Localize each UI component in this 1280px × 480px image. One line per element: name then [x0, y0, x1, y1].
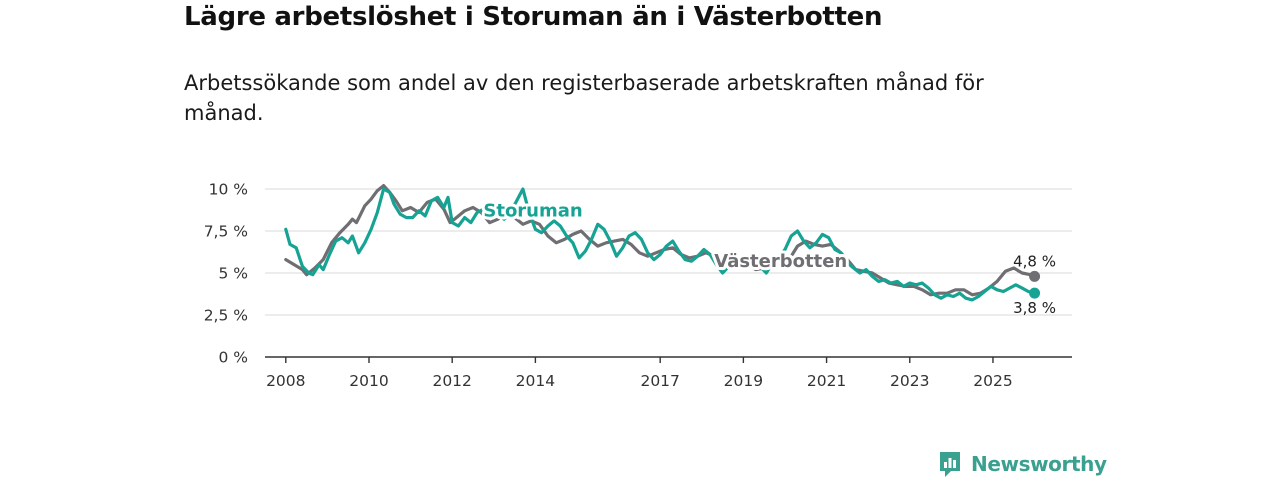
series-label-vasterbotten: Västerbotten	[714, 251, 847, 272]
x-axis: 2008 2010 2012 2014 2017 2019 2021 2023 2025	[265, 356, 1072, 390]
chart-title: Lägre arbetslöshet i Storuman än i Väste…	[184, 2, 883, 32]
y-tick-label: 10 %	[209, 181, 248, 199]
y-tick-label: 5 %	[218, 265, 248, 283]
x-tick-label: 2021	[807, 372, 846, 390]
y-tick-label: 7,5 %	[204, 223, 248, 241]
x-tick-label: 2019	[724, 372, 763, 390]
series-line-storuman	[284, 187, 1037, 302]
x-tick-label: 2014	[516, 372, 555, 390]
line-chart: 0 % 2,5 % 5 % 7,5 % 10 % 2008 2010 2012 2014 201…	[204, 181, 1072, 390]
x-tick-label: 2025	[973, 372, 1012, 390]
brand-name: Newsworthy	[971, 452, 1107, 476]
chart-subtitle: Arbetssökande som andel av den registerb…	[184, 71, 984, 125]
x-tick-label: 2023	[890, 372, 929, 390]
end-label-vasterbotten: 4,8 %	[1013, 252, 1056, 270]
x-tick-label: 2008	[266, 372, 305, 390]
x-tick-label: 2017	[640, 372, 679, 390]
series-lines	[284, 184, 1041, 302]
end-point-vasterbotten	[1029, 270, 1041, 282]
newsworthy-brand[interactable]: Newsworthy	[938, 448, 1107, 480]
newsworthy-logo-icon	[940, 452, 960, 477]
y-tick-label: 2,5 %	[204, 307, 248, 325]
series-label-storuman: Storuman	[483, 201, 582, 222]
series-labels: Storuman Västerbotten 4,8 % 3,8 %	[480, 198, 1056, 317]
y-tick-label: 0 %	[218, 349, 248, 367]
x-tick-label: 2012	[432, 372, 471, 390]
y-axis: 0 % 2,5 % 5 % 7,5 % 10 %	[204, 181, 248, 367]
end-point-storuman	[1029, 287, 1041, 299]
x-tick-label: 2010	[349, 372, 388, 390]
end-label-storuman: 3,8 %	[1013, 299, 1056, 317]
gridlines	[265, 188, 1072, 316]
series-line-vasterbotten	[284, 184, 1037, 297]
